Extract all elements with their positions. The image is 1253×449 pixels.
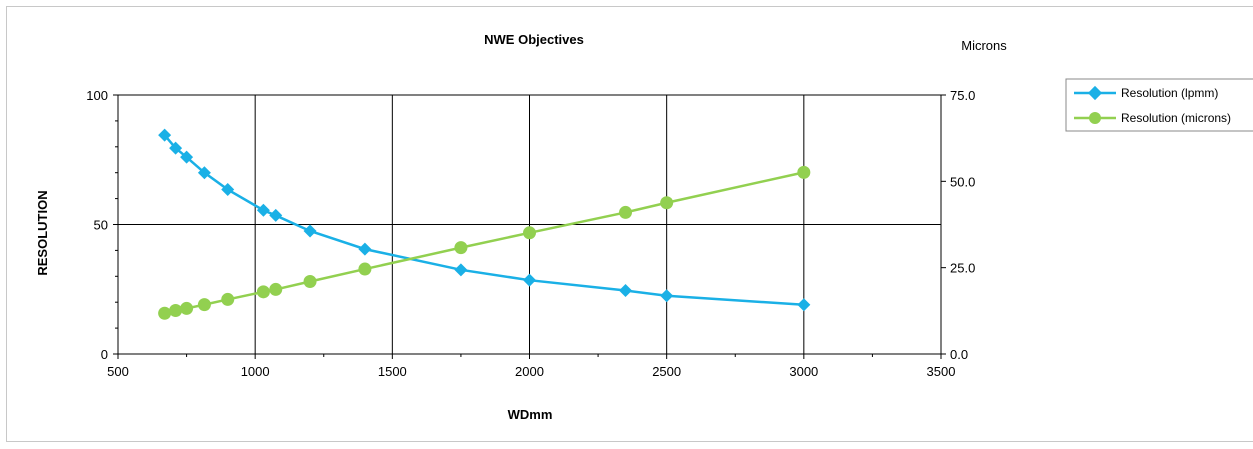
data-point-circle	[221, 292, 235, 306]
data-point-diamond	[797, 298, 811, 312]
data-point-diamond	[158, 128, 172, 142]
data-point-diamond	[660, 289, 674, 303]
data-point-diamond	[269, 208, 283, 222]
data-point-diamond	[197, 166, 211, 180]
data-point-diamond	[180, 150, 194, 164]
x-axis-title: WDmm	[508, 407, 553, 422]
data-point-circle	[158, 306, 172, 320]
axes-layer: 500 1000 1500 2000 2500 3000 3500 0 50 100 0.0 25.0…	[86, 88, 975, 379]
y-tick-label: 50	[94, 218, 108, 233]
data-point-circle	[180, 301, 194, 315]
data-point-diamond	[619, 284, 633, 298]
y2-tick-label: 50.0	[950, 174, 975, 189]
data-point-circle	[797, 165, 811, 179]
data-point-circle	[660, 196, 674, 210]
legend-label-lpmm: Resolution (lpmm)	[1121, 86, 1218, 100]
x-tick-label: 500	[107, 364, 129, 379]
x-tick-label: 3500	[927, 364, 956, 379]
data-point-circle	[269, 282, 283, 296]
data-point-diamond	[523, 273, 536, 287]
data-point-circle	[169, 303, 183, 317]
x-tick-label: 3000	[789, 364, 818, 379]
chart-frame	[6, 6, 1253, 442]
legend-box	[1065, 78, 1253, 132]
legend-marker-microns	[1089, 112, 1101, 124]
y2-tick-label: 25.0	[950, 261, 975, 276]
grid-layer	[117, 94, 942, 355]
series-line-0	[163, 134, 804, 307]
legend: Resolution (lpmm) Resolution (microns)	[1065, 78, 1253, 132]
data-point-circle	[358, 262, 372, 276]
y-tick-label: 0	[101, 347, 108, 362]
data-point-circle	[256, 285, 270, 299]
y2-tick-label: 0.0	[950, 347, 968, 362]
y-tick-label: 100	[86, 88, 108, 103]
data-point-diamond	[256, 203, 270, 217]
x-tick-label: 1500	[378, 364, 407, 379]
data-point-diamond	[358, 242, 372, 256]
data-point-diamond	[169, 141, 183, 155]
y-axis-title: RESOLUTION	[35, 190, 50, 275]
data-point-circle	[454, 241, 468, 255]
data-point-diamond	[221, 183, 235, 197]
data-point-circle	[197, 298, 211, 312]
x-tick-label: 2500	[652, 364, 681, 379]
data-point-circle	[523, 226, 536, 240]
series-layer	[158, 128, 811, 320]
chart-title: NWE Objectives	[484, 32, 584, 47]
legend-marker-lpmm	[1087, 85, 1103, 101]
legend-label-microns: Resolution (microns)	[1121, 111, 1231, 125]
data-point-circle	[619, 205, 633, 219]
data-point-diamond	[454, 263, 468, 277]
data-point-circle	[303, 274, 317, 288]
y2-axis-label: Microns	[961, 38, 1007, 53]
x-tick-label: 2000	[515, 364, 544, 379]
y2-tick-label: 75.0	[950, 88, 975, 103]
data-point-diamond	[303, 224, 317, 238]
x-tick-label: 1000	[241, 364, 270, 379]
